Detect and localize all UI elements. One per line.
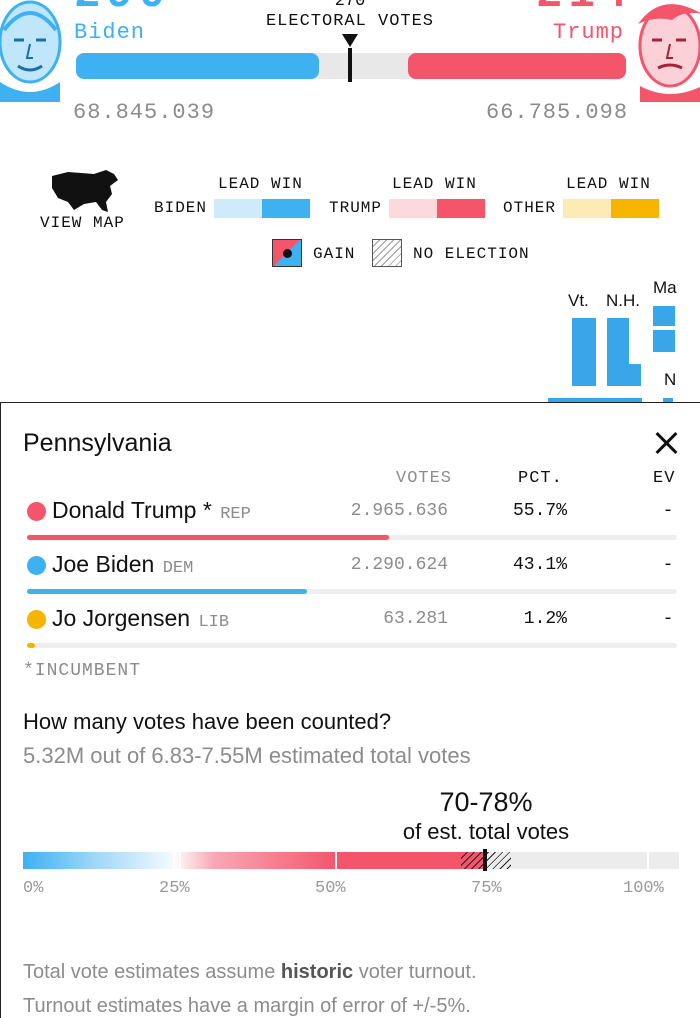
vote-share-fill: [27, 643, 35, 648]
vote-share-fill: [27, 589, 307, 594]
threshold-label: ELECTORAL VOTES: [265, 12, 435, 31]
map-label-vt: Vt.: [568, 291, 589, 310]
progress-trump-gradient: [173, 852, 336, 869]
legend-lead-win-biden: LEAD WIN: [218, 175, 303, 193]
party-dot: [27, 502, 46, 521]
legend-lead-win-trump: LEAD WIN: [392, 175, 477, 193]
state-tile-row: [548, 398, 642, 402]
progress-trump-segment: [336, 852, 486, 869]
column-votes: VOTES: [396, 469, 453, 488]
map-label-nh: N.H.: [606, 291, 640, 310]
footnote-margin: Turnout estimates have a margin of error…: [23, 995, 471, 1017]
state-detail-panel: Pennsylvania VOTES PCT. EV Donald Trump …: [0, 402, 700, 1018]
trump-portrait-icon: [638, 4, 700, 102]
party-dot: [27, 610, 46, 629]
vote-share-track: [27, 589, 677, 594]
party-label: REP: [220, 505, 251, 524]
tick-label-0: 0%: [23, 879, 44, 898]
party-dot: [27, 556, 46, 575]
candidate-row-biden: Joe Biden DEM 2.290.624 43.1% -: [1, 547, 700, 601]
legend-biden-win-swatch: [262, 199, 310, 218]
candidate-pct: 43.1%: [512, 555, 567, 575]
column-pct: PCT.: [518, 469, 563, 488]
legend-other-label: OTHER: [503, 199, 557, 217]
legend-no-election-label: NO ELECTION: [413, 245, 530, 263]
trump-label: Trump: [553, 20, 625, 45]
party-label: DEM: [162, 559, 194, 578]
legend-trump-win-swatch: [437, 199, 485, 218]
column-ev: EV: [653, 469, 676, 488]
tick-label-75: 75%: [471, 879, 502, 898]
biden-popular-votes: 68.845.039: [73, 100, 216, 125]
votes-counted-question: How many votes have been counted?: [23, 709, 392, 734]
legend-trump-label: TRUMP: [329, 199, 383, 217]
party-label: LIB: [198, 613, 230, 632]
candidate-ev: -: [662, 555, 674, 575]
electoral-bar-biden: [76, 53, 319, 79]
legend-biden-label: BIDEN: [154, 199, 208, 217]
tick-label-25: 25%: [159, 879, 190, 898]
vote-share-fill: [27, 535, 389, 540]
threshold-marker: [348, 48, 352, 82]
view-map-button[interactable]: VIEW MAP: [40, 214, 125, 232]
counted-marker: [483, 849, 487, 871]
no-election-swatch: [372, 239, 402, 267]
vote-share-track: [27, 643, 677, 648]
biden-label: Biden: [74, 20, 146, 45]
legend-gain-label: GAIN: [313, 245, 356, 263]
candidate-votes: 63.281: [383, 609, 448, 629]
us-map-icon[interactable]: [48, 166, 122, 214]
legend-other-win-swatch: [611, 199, 659, 218]
counted-progress-bar: [23, 849, 679, 871]
legend-other-lead-swatch: [563, 199, 611, 218]
votes-estimate: 5.32M out of 6.83-7.55M estimated total …: [23, 743, 471, 768]
map-label-me: N: [664, 370, 677, 389]
candidate-pct: 55.7%: [512, 501, 567, 521]
tick-100: [647, 852, 649, 869]
state-tile-edge: [663, 398, 673, 402]
electoral-bar-trump: [408, 53, 626, 79]
legend-trump-lead-swatch: [389, 199, 437, 218]
close-icon[interactable]: [651, 427, 683, 459]
counted-range: 70-78%: [439, 787, 533, 817]
biden-portrait-icon: [0, 0, 62, 102]
incumbent-note: *INCUMBENT: [23, 661, 142, 681]
tick-25: [179, 852, 181, 869]
tick-label-50: 50%: [315, 879, 346, 898]
candidate-row-jorgensen: Jo Jorgensen LIB 63.281 1.2% -: [1, 601, 700, 655]
progress-biden-segment: [23, 852, 183, 869]
trump-electoral-count: 214: [536, 0, 633, 20]
legend-lead-win-other: LEAD WIN: [566, 175, 651, 193]
biden-electoral-count: 290: [74, 0, 171, 20]
threshold-arrow-icon: [342, 34, 358, 47]
candidate-name: Jo Jorgensen LIB: [52, 605, 230, 632]
tick-label-100: 100%: [623, 879, 664, 898]
candidate-ev: -: [662, 501, 674, 521]
threshold-value: 270: [334, 0, 366, 11]
legend-biden-lead-swatch: [214, 199, 262, 218]
footnote-turnout: Total vote estimates assume historic vot…: [23, 961, 477, 983]
candidate-votes: 2.290.624: [350, 555, 448, 575]
candidate-ev: -: [662, 609, 674, 629]
candidate-name: Donald Trump * REP: [52, 497, 251, 524]
gain-swatch: [272, 239, 302, 267]
candidate-votes: 2.965.636: [350, 501, 448, 521]
tick-50: [335, 852, 337, 869]
trump-popular-votes: 66.785.098: [486, 100, 629, 125]
candidate-pct: 1.2%: [523, 609, 567, 629]
state-title: Pennsylvania: [23, 429, 172, 457]
counted-subtitle: of est. total votes: [402, 819, 570, 844]
map-label-ma: Ma: [653, 278, 677, 297]
candidate-name: Joe Biden DEM: [52, 551, 194, 578]
candidate-row-trump: Donald Trump * REP 2.965.636 55.7% -: [1, 493, 700, 547]
